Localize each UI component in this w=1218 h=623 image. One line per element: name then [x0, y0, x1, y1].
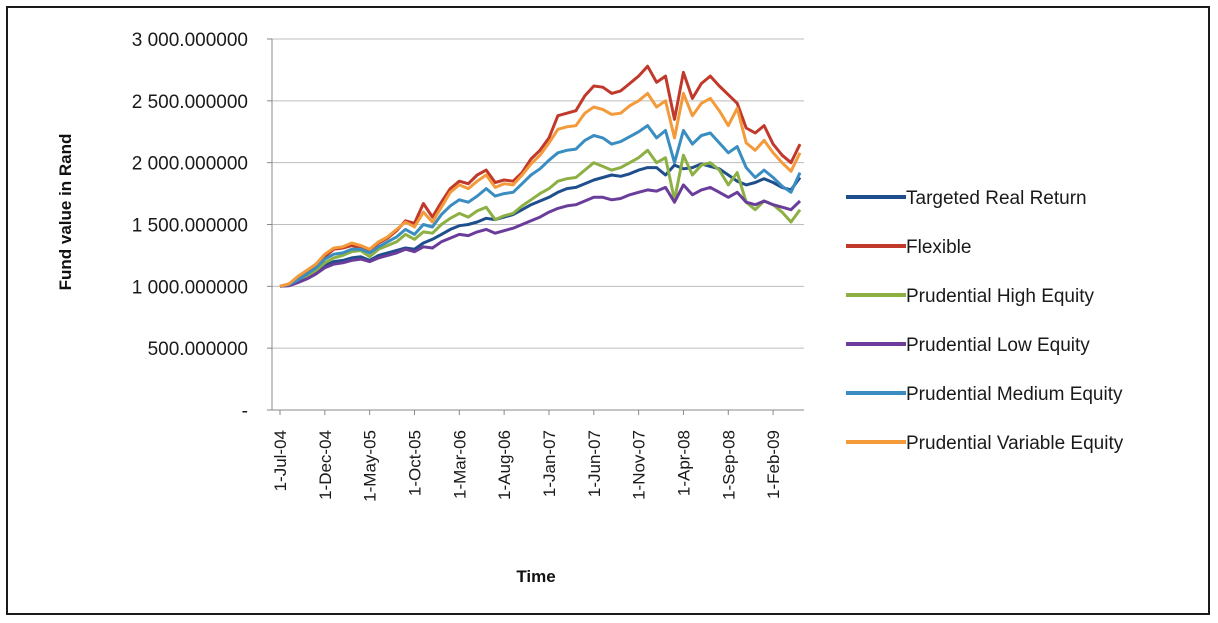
x-tick-label: 1-Dec-04 — [316, 430, 335, 500]
x-tick-label: 1-Jun-07 — [585, 430, 604, 497]
x-tick-label: 1-Apr-08 — [674, 430, 693, 496]
x-tick-label: 1-Jan-07 — [540, 430, 559, 497]
legend-label: Prudential High Equity — [906, 286, 1094, 307]
series-line-prudential-high-equity — [279, 148, 802, 288]
y-axis-title: Fund value in Rand — [56, 134, 75, 291]
x-tick-label: 1-Aug-06 — [495, 430, 514, 500]
legend: Targeted Real Return Flexible Prudential H… — [846, 188, 1124, 454]
x-axis-title: Time — [516, 567, 555, 586]
x-tick-label: 1-Nov-07 — [630, 430, 649, 500]
y-tick-label: 1 000.000000 — [132, 277, 248, 298]
x-tick-label: 1-May-05 — [361, 430, 380, 502]
x-tick-label: 1-Jul-04 — [271, 430, 290, 491]
y-tick-label: - — [242, 401, 248, 422]
y-tick-label: 1 500.000000 — [132, 216, 248, 237]
legend-label: Prudential Medium Equity — [906, 384, 1123, 405]
chart-frame — [6, 6, 1210, 615]
y-tick-label: 2 000.000000 — [132, 154, 248, 175]
x-axis: 1-Jul-04 1-Dec-04 1-May-05 1-Oct-05 1-Mar-06… — [271, 39, 804, 502]
series-line-flexible — [279, 64, 802, 288]
x-tick-label: 1-Feb-09 — [764, 430, 783, 499]
x-tick-label: 1-Oct-05 — [405, 430, 424, 496]
y-tick-label: 2 500.000000 — [132, 92, 248, 113]
legend-label: Prudential Variable Equity — [906, 433, 1124, 454]
x-tick-label: 1-Mar-06 — [450, 430, 469, 499]
y-axis-ticks: - 500.000000 1 000.000000 1 500.000000 2 000… — [132, 30, 272, 422]
y-tick-label: 3 000.000000 — [132, 30, 248, 51]
series-line-prudential-low-equity — [279, 183, 802, 288]
legend-label: Flexible — [906, 237, 971, 258]
series-lines — [279, 64, 802, 288]
gridlines — [272, 38, 804, 349]
series-line-prudential-medium-equity — [279, 124, 802, 288]
x-tick-label: 1-Sep-08 — [719, 430, 738, 500]
series-line-targeted-real-return — [279, 162, 802, 288]
y-tick-label: 500.000000 — [148, 339, 248, 360]
series-line-prudential-variable-equity — [279, 91, 802, 288]
legend-label: Prudential Low Equity — [906, 335, 1090, 356]
legend-label: Targeted Real Return — [906, 188, 1087, 209]
